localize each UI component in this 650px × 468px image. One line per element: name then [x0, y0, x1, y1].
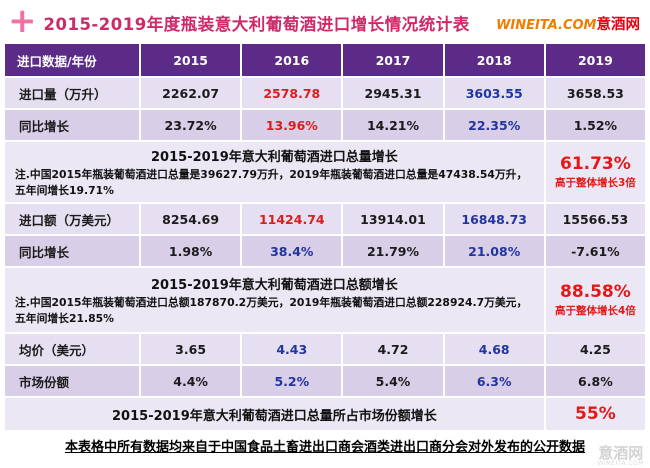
table-cell: -7.61% — [545, 236, 645, 266]
row-label-avg-price: 均价（美元） — [5, 334, 139, 364]
table-cell: 6.3% — [444, 366, 544, 396]
highlight-share-growth: 55% — [545, 398, 645, 430]
summary-value-title: 2015-2019年意大利葡萄酒进口总额增长 — [151, 277, 398, 293]
table-cell: 6.8% — [545, 366, 645, 396]
watermark-domain-text: WINEITA.COM — [597, 460, 644, 467]
table-cell: 5.4% — [343, 366, 443, 396]
summary-volume-note: 注.中国2015年瓶装葡萄酒进口总量是39627.79万升，2019年瓶装葡萄酒… — [15, 167, 528, 197]
row-label-import-volume: 进口量（万升） — [5, 78, 139, 108]
row-label-market-share: 市场份额 — [5, 366, 139, 396]
table-cell: 15566.53 — [545, 204, 645, 234]
row-label-volume-yoy: 同比增长 — [5, 110, 139, 140]
site-watermark: 意酒网 WINEITA.COM — [598, 446, 644, 467]
table-cell: 21.79% — [343, 236, 443, 266]
highlight-volume-growth: 61.73% 高于整体增长3倍 — [545, 142, 645, 202]
watermark-brand-text: 意酒网 — [598, 444, 644, 462]
table-cell: 38.4% — [242, 236, 342, 266]
table-cell: 3.65 — [141, 334, 241, 364]
highlight-volume-subtext: 高于整体增长3倍 — [554, 177, 636, 189]
table-cell: 8254.69 — [141, 204, 241, 234]
table-cell: 5.2% — [242, 366, 342, 396]
logo-domain-text: WINEITA.COM — [496, 17, 597, 33]
table-cell: 11424.74 — [242, 204, 342, 234]
plus-icon: + — [8, 1, 37, 41]
table-cell: 4.4% — [141, 366, 241, 396]
table-cell: 13914.01 — [343, 204, 443, 234]
statistics-table: 进口数据/年份 2015 2016 2017 2018 2019 进口量（万升）… — [5, 44, 645, 458]
table-cell: 3658.53 — [545, 78, 645, 108]
summary-volume-title: 2015-2019年意大利葡萄酒进口总量增长 — [151, 149, 398, 165]
table-cell: 21.08% — [444, 236, 544, 266]
column-header-2018: 2018 — [444, 44, 544, 76]
column-header-label: 进口数据/年份 — [5, 44, 139, 76]
table-cell: 4.68 — [444, 334, 544, 364]
row-label-import-value: 进口额（万美元） — [5, 204, 139, 234]
wineita-logo: WINEITA.COM 意酒网 — [496, 13, 640, 34]
table-cell: 1.52% — [545, 110, 645, 140]
summary-value: 2015-2019年意大利葡萄酒进口总额增长 注.中国2015年瓶装葡萄酒进口总… — [5, 268, 544, 332]
column-header-2015: 2015 — [141, 44, 241, 76]
summary-share: 2015-2019年意大利葡萄酒进口总量所占市场份额增长 — [5, 398, 544, 430]
row-label-value-yoy: 同比增长 — [5, 236, 139, 266]
table-cell: 23.72% — [141, 110, 241, 140]
summary-share-title: 2015-2019年意大利葡萄酒进口总量所占市场份额增长 — [112, 408, 437, 424]
table-cell: 2945.31 — [343, 78, 443, 108]
table-cell: 16848.73 — [444, 204, 544, 234]
logo-brand-text: 意酒网 — [596, 16, 641, 33]
table-cell: 4.25 — [545, 334, 645, 364]
page-title: 2015-2019年度瓶装意大利葡萄酒进口增长情况统计表 — [43, 15, 470, 34]
table-cell: 14.21% — [343, 110, 443, 140]
column-header-2017: 2017 — [343, 44, 443, 76]
summary-value-note: 注.中国2015年瓶装葡萄酒进口总额187870.2万美元，2019年瓶装葡萄酒… — [15, 295, 528, 325]
highlight-volume-value: 61.73% — [559, 154, 631, 174]
table-cell: 1.98% — [141, 236, 241, 266]
column-header-2019: 2019 — [545, 44, 645, 76]
summary-volume: 2015-2019年意大利葡萄酒进口总量增长 注.中国2015年瓶装葡萄酒进口总… — [5, 142, 544, 202]
table-cell: 4.43 — [242, 334, 342, 364]
highlight-share-value: 55% — [575, 404, 616, 424]
table-cell: 13.96% — [242, 110, 342, 140]
table-cell: 2262.07 — [141, 78, 241, 108]
table-cell: 3603.55 — [444, 78, 544, 108]
column-header-2016: 2016 — [242, 44, 342, 76]
data-source-row: 本表格中所有数据均来自于中国食品土畜进出口商会酒类进出口商分会对外发布的公开数据 — [5, 432, 645, 458]
title-bar: + 2015-2019年度瓶装意大利葡萄酒进口增长情况统计表 WINEITA.C… — [0, 0, 650, 44]
highlight-value-subtext: 高于整体增长4倍 — [554, 305, 636, 317]
table-cell: 2578.78 — [242, 78, 342, 108]
highlight-value-growth: 88.58% 高于整体增长4倍 — [545, 268, 645, 332]
data-source-note: 本表格中所有数据均来自于中国食品土畜进出口商会酒类进出口商分会对外发布的公开数据 — [64, 439, 585, 455]
table-cell: 4.72 — [343, 334, 443, 364]
table-cell: 22.35% — [444, 110, 544, 140]
highlight-value-value: 88.58% — [559, 282, 631, 302]
